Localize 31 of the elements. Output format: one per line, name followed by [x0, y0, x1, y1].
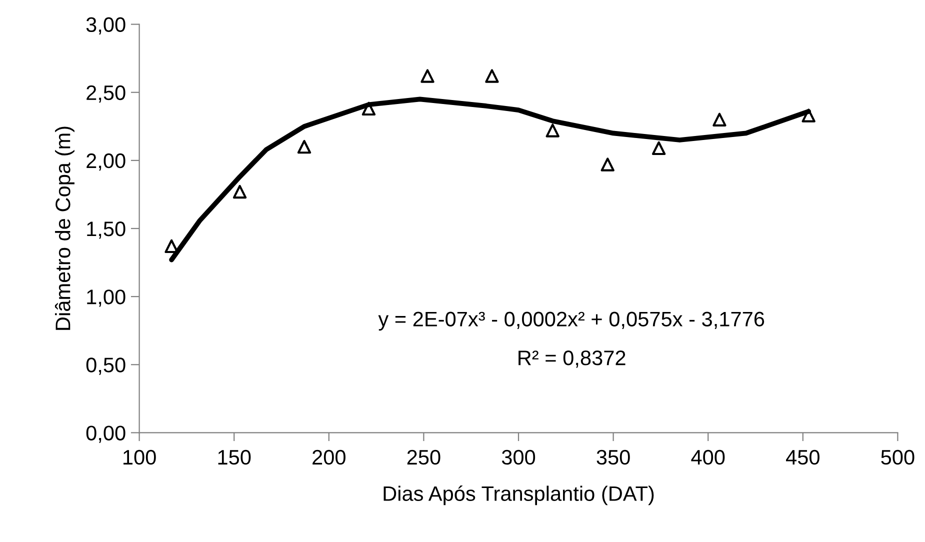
x-tick-label: 450	[786, 450, 820, 465]
x-tick-label: 150	[218, 450, 251, 465]
x-tick-label: 100	[124, 450, 156, 465]
y-tick-label: 0,00	[86, 426, 126, 443]
point	[420, 69, 434, 83]
x-tick-label: 400	[691, 450, 725, 465]
annotation: y = 2E-07x³ - 0,0002x² + 0,0575x - 3,1776	[378, 312, 764, 331]
point	[802, 108, 816, 122]
point	[232, 184, 247, 199]
x-tick-label: 500	[881, 450, 914, 465]
annotation: R² = 0,8372	[518, 350, 626, 368]
y-tick-label: 1,00	[87, 290, 126, 307]
point	[652, 141, 666, 156]
y-tick-label: 1,50	[87, 222, 126, 239]
point	[362, 102, 376, 116]
y-tick-label: 3,00	[86, 17, 126, 35]
y-tick-label: 2,00	[86, 153, 126, 171]
x-tick-label: 350	[596, 450, 630, 465]
y-axis-title: Diâmetro de Copa (m)	[54, 126, 74, 330]
x-tick-label: 300	[502, 450, 536, 465]
point	[485, 69, 499, 83]
x-axis-title: Dias Após Transplantio (DAT)	[384, 485, 654, 506]
y-tick-label: 0,50	[86, 358, 126, 375]
point	[546, 124, 560, 138]
point	[164, 239, 178, 254]
x-tick-label: 200	[312, 450, 346, 465]
point	[600, 158, 614, 172]
x-tick-label: 250	[407, 450, 440, 465]
point	[297, 140, 312, 154]
point	[712, 112, 726, 126]
y-tick-label: 2,50	[86, 85, 126, 103]
